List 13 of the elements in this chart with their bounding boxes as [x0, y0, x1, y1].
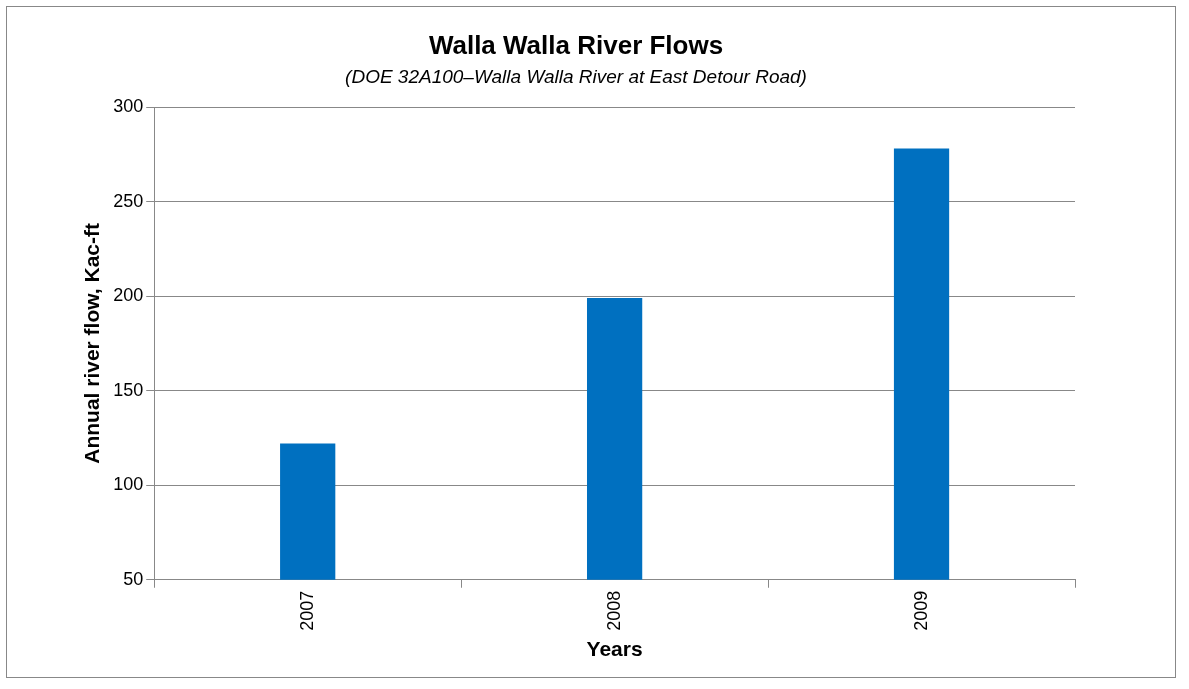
x-tick-label: 2007	[296, 590, 317, 631]
y-tick-label: 50	[123, 568, 144, 589]
chart-title: Walla Walla River Flows	[428, 29, 724, 60]
y-tick-label: 250	[113, 190, 144, 211]
x-tick-label: 2009	[910, 590, 931, 631]
x-axis-title: Years	[586, 637, 643, 661]
y-tick-label: 150	[113, 379, 144, 400]
y-tick-label: 300	[113, 95, 144, 116]
y-tick-label: 100	[113, 474, 144, 495]
chart-subtitle: (DOE 32A100–Walla Walla River at East Detour Road)	[345, 65, 807, 87]
y-axis-title: Annual river flow, Kac-ft	[80, 223, 104, 464]
y-tick-label: 200	[113, 285, 144, 306]
x-tick-label: 2008	[603, 590, 624, 631]
